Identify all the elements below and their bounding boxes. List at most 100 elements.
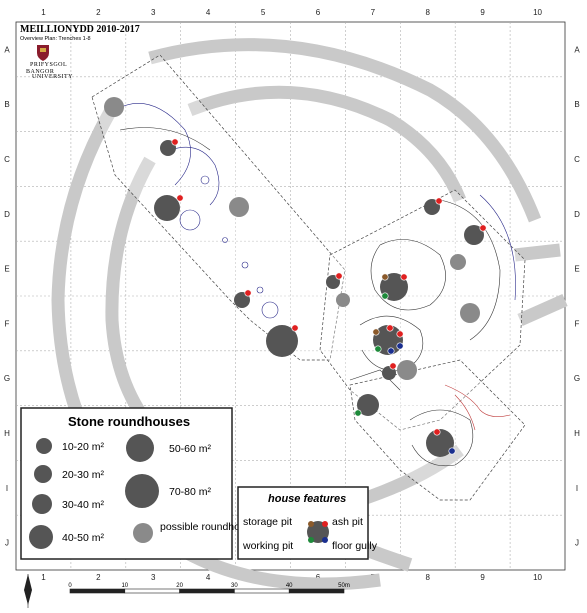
working-pit-label: working pit: [242, 540, 293, 552]
legend-swatch-40-50: [29, 525, 53, 549]
stone-roundhouse: [266, 325, 298, 357]
university-logo: PRIFYSGOL BANGOR UNIVERSITY: [26, 45, 73, 80]
map-subtitle: Overview Plan: Trenches 1-8: [20, 36, 91, 42]
grid-row-labels: A A B B C C D D E E F F G G H H I I J J: [4, 45, 580, 547]
eastern-bank-stub-2: [514, 243, 561, 262]
legend-label-30-40: 30-40 m²: [62, 499, 105, 511]
legend-stone-roundhouses: Stone roundhouses 10-20 m² 20-30 m² 30-4…: [20, 407, 257, 560]
working-pit-marker: [381, 292, 389, 300]
legend-swatch-50-60: [126, 434, 154, 462]
scale-segment: [69, 588, 126, 594]
inner-enclosure-bank: [187, 85, 467, 203]
row-label-right-G: G: [574, 374, 580, 383]
column-label-3: 3: [151, 8, 156, 17]
trench-east: [319, 189, 526, 431]
row-label-right-J: J: [575, 539, 579, 548]
detail-circle: [179, 209, 201, 231]
ash-pit-marker: [335, 272, 343, 280]
column-label-10: 10: [533, 8, 542, 17]
row-label-H: H: [4, 429, 10, 438]
column-label-9: 9: [480, 8, 485, 17]
floor-pit-marker: [396, 342, 404, 350]
ash-pit-marker: [400, 273, 408, 281]
column-label-7: 7: [371, 8, 376, 17]
legend-label-possible: possible roundhouse: [160, 521, 257, 533]
detail-line: [114, 103, 191, 186]
possible-roundhouse: [104, 97, 124, 117]
stone-roundhouse: [357, 394, 379, 416]
features-title: house features: [268, 493, 346, 505]
logo-subtext-2: UNIVERSITY: [32, 74, 73, 80]
possible-roundhouse: [450, 254, 466, 270]
stone-roundhouse: [424, 199, 440, 215]
detail-circle: [261, 301, 279, 319]
legend-swatch-10-20: [36, 438, 52, 454]
ash-pit-marker: [244, 289, 252, 297]
header: MEILLIONYDD 2010-2017 Overview Plan: Tre…: [20, 24, 140, 80]
detail-circle: [241, 261, 249, 269]
ash-pit-marker: [176, 194, 184, 202]
logo-text: BANGOR: [26, 69, 54, 75]
scale-tick-label: 20: [176, 583, 183, 589]
ash-pit-marker: [386, 324, 394, 332]
detail-line: [370, 239, 446, 311]
detail-circle: [200, 175, 210, 185]
column-label-bottom-8: 8: [426, 573, 431, 582]
ash-pit-marker: [396, 330, 404, 338]
legend-box: [20, 407, 233, 560]
stone-roundhouse: [426, 429, 454, 457]
floor-pit-marker: [387, 347, 395, 355]
detail-line: [479, 194, 516, 301]
possible-roundhouse: [336, 293, 350, 307]
column-label-5: 5: [261, 8, 266, 17]
features-box: [237, 486, 369, 560]
scale-tick-label: 0: [68, 583, 72, 589]
legend-swatch-20-30: [34, 465, 52, 483]
column-label-8: 8: [426, 8, 431, 17]
scale-tick-label: 40: [286, 583, 293, 589]
scale-bar: 0 10 20 30 40 50m: [68, 583, 350, 594]
working-pit-marker: [354, 409, 362, 417]
storage-pit-marker: [381, 273, 389, 281]
legend-swatch-possible: [133, 523, 153, 543]
row-label-right-B: B: [574, 100, 579, 109]
row-label-I: I: [6, 484, 8, 493]
row-label-right-E: E: [574, 265, 579, 274]
legend-house-features: house features storage pit ash pit worki…: [237, 486, 378, 560]
legend-swatch-30-40: [32, 494, 52, 514]
ash-pit-swatch: [322, 521, 328, 527]
row-label-E: E: [4, 265, 9, 274]
ash-pit-marker: [433, 428, 441, 436]
shield-detail: [40, 48, 46, 52]
scale-segment: [179, 588, 235, 594]
logo-subtext: PRIFYSGOL: [30, 62, 67, 68]
legend-title: Stone roundhouses: [68, 414, 190, 429]
row-label-C: C: [4, 155, 10, 164]
row-label-right-C: C: [574, 155, 580, 164]
legend-label-20-30: 20-30 m²: [62, 469, 105, 481]
row-label-right-A: A: [574, 45, 580, 54]
detail-line: [119, 127, 211, 151]
map-title: MEILLIONYDD 2010-2017: [20, 24, 140, 35]
column-label-bottom-2: 2: [96, 573, 101, 582]
column-label-bottom-3: 3: [151, 573, 156, 582]
north-arrow: [24, 574, 32, 608]
storage-pit-label: storage pit: [243, 516, 292, 528]
legend-swatch-70-80: [125, 474, 159, 508]
eastern-bank-stub: [517, 294, 568, 326]
stone-roundhouse: [154, 195, 180, 221]
legend-label-50-60: 50-60 m²: [169, 443, 212, 455]
ash-pit-marker: [435, 197, 443, 205]
scale-tick-label: 30: [231, 583, 238, 589]
detail-line: [439, 199, 501, 341]
scale-segment: [124, 588, 180, 594]
working-pit-marker: [374, 345, 382, 353]
southern-bank-segment: [357, 444, 464, 507]
ash-pit-marker: [479, 224, 487, 232]
legend-label-40-50: 40-50 m²: [62, 532, 105, 544]
column-label-bottom-10: 10: [533, 573, 542, 582]
row-label-A: A: [4, 45, 10, 54]
scale-segment: [234, 588, 290, 594]
ash-pit-marker: [291, 324, 299, 332]
